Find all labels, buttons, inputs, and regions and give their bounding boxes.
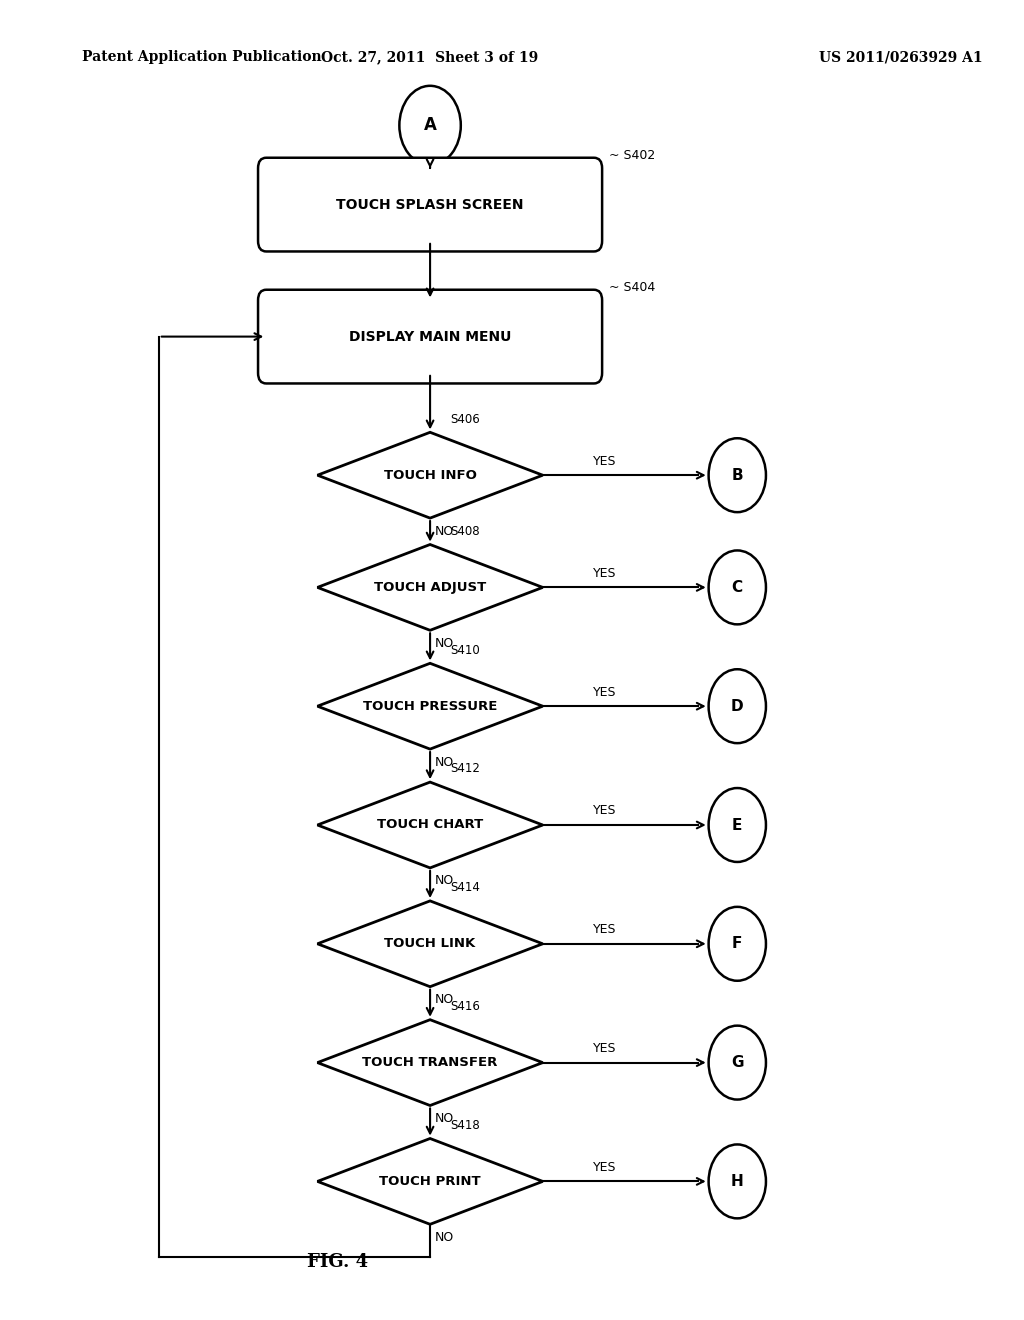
FancyBboxPatch shape: [258, 158, 602, 251]
Text: TOUCH PRESSURE: TOUCH PRESSURE: [362, 700, 498, 713]
Text: DISPLAY MAIN MENU: DISPLAY MAIN MENU: [349, 330, 511, 343]
Text: S408: S408: [451, 525, 480, 539]
Text: YES: YES: [594, 454, 616, 467]
Circle shape: [709, 669, 766, 743]
Text: TOUCH LINK: TOUCH LINK: [384, 937, 476, 950]
Text: YES: YES: [594, 923, 616, 936]
Polygon shape: [317, 544, 543, 630]
Text: F: F: [732, 936, 742, 952]
Polygon shape: [317, 1019, 543, 1106]
Text: A: A: [424, 116, 436, 135]
FancyBboxPatch shape: [258, 290, 602, 383]
Text: NO: NO: [435, 524, 455, 537]
Text: NO: NO: [435, 755, 455, 768]
Text: S410: S410: [451, 644, 480, 656]
Text: ~ S404: ~ S404: [609, 281, 655, 294]
Circle shape: [399, 86, 461, 165]
Text: NO: NO: [435, 636, 455, 649]
Circle shape: [709, 438, 766, 512]
Polygon shape: [317, 900, 543, 987]
Text: S416: S416: [451, 1001, 480, 1014]
Polygon shape: [317, 1138, 543, 1225]
Text: NO: NO: [435, 874, 455, 887]
Text: YES: YES: [594, 1160, 616, 1173]
Text: TOUCH PRINT: TOUCH PRINT: [379, 1175, 481, 1188]
Polygon shape: [317, 663, 543, 750]
Text: YES: YES: [594, 804, 616, 817]
Text: TOUCH SPLASH SCREEN: TOUCH SPLASH SCREEN: [336, 198, 524, 211]
Text: G: G: [731, 1055, 743, 1071]
Text: ~ S402: ~ S402: [609, 149, 655, 162]
Text: YES: YES: [594, 566, 616, 579]
Text: S414: S414: [451, 882, 480, 895]
Text: Oct. 27, 2011  Sheet 3 of 19: Oct. 27, 2011 Sheet 3 of 19: [322, 50, 539, 65]
Text: C: C: [732, 579, 742, 595]
Circle shape: [709, 788, 766, 862]
Text: TOUCH CHART: TOUCH CHART: [377, 818, 483, 832]
Text: TOUCH ADJUST: TOUCH ADJUST: [374, 581, 486, 594]
Text: TOUCH TRANSFER: TOUCH TRANSFER: [362, 1056, 498, 1069]
Text: Patent Application Publication: Patent Application Publication: [82, 50, 322, 65]
Text: D: D: [731, 698, 743, 714]
Text: NO: NO: [435, 994, 455, 1006]
Text: S418: S418: [451, 1119, 480, 1131]
Circle shape: [709, 1026, 766, 1100]
Text: S406: S406: [451, 413, 480, 425]
Text: S412: S412: [451, 763, 480, 776]
Polygon shape: [317, 433, 543, 517]
Text: H: H: [731, 1173, 743, 1189]
Text: YES: YES: [594, 685, 616, 698]
Polygon shape: [317, 781, 543, 869]
Text: TOUCH INFO: TOUCH INFO: [384, 469, 476, 482]
Text: YES: YES: [594, 1041, 616, 1055]
Text: NO: NO: [435, 1230, 455, 1243]
Circle shape: [709, 907, 766, 981]
Text: NO: NO: [435, 1111, 455, 1125]
Circle shape: [709, 1144, 766, 1218]
Circle shape: [709, 550, 766, 624]
Text: B: B: [731, 467, 743, 483]
Text: US 2011/0263929 A1: US 2011/0263929 A1: [819, 50, 983, 65]
Text: E: E: [732, 817, 742, 833]
Text: FIG. 4: FIG. 4: [307, 1253, 369, 1271]
